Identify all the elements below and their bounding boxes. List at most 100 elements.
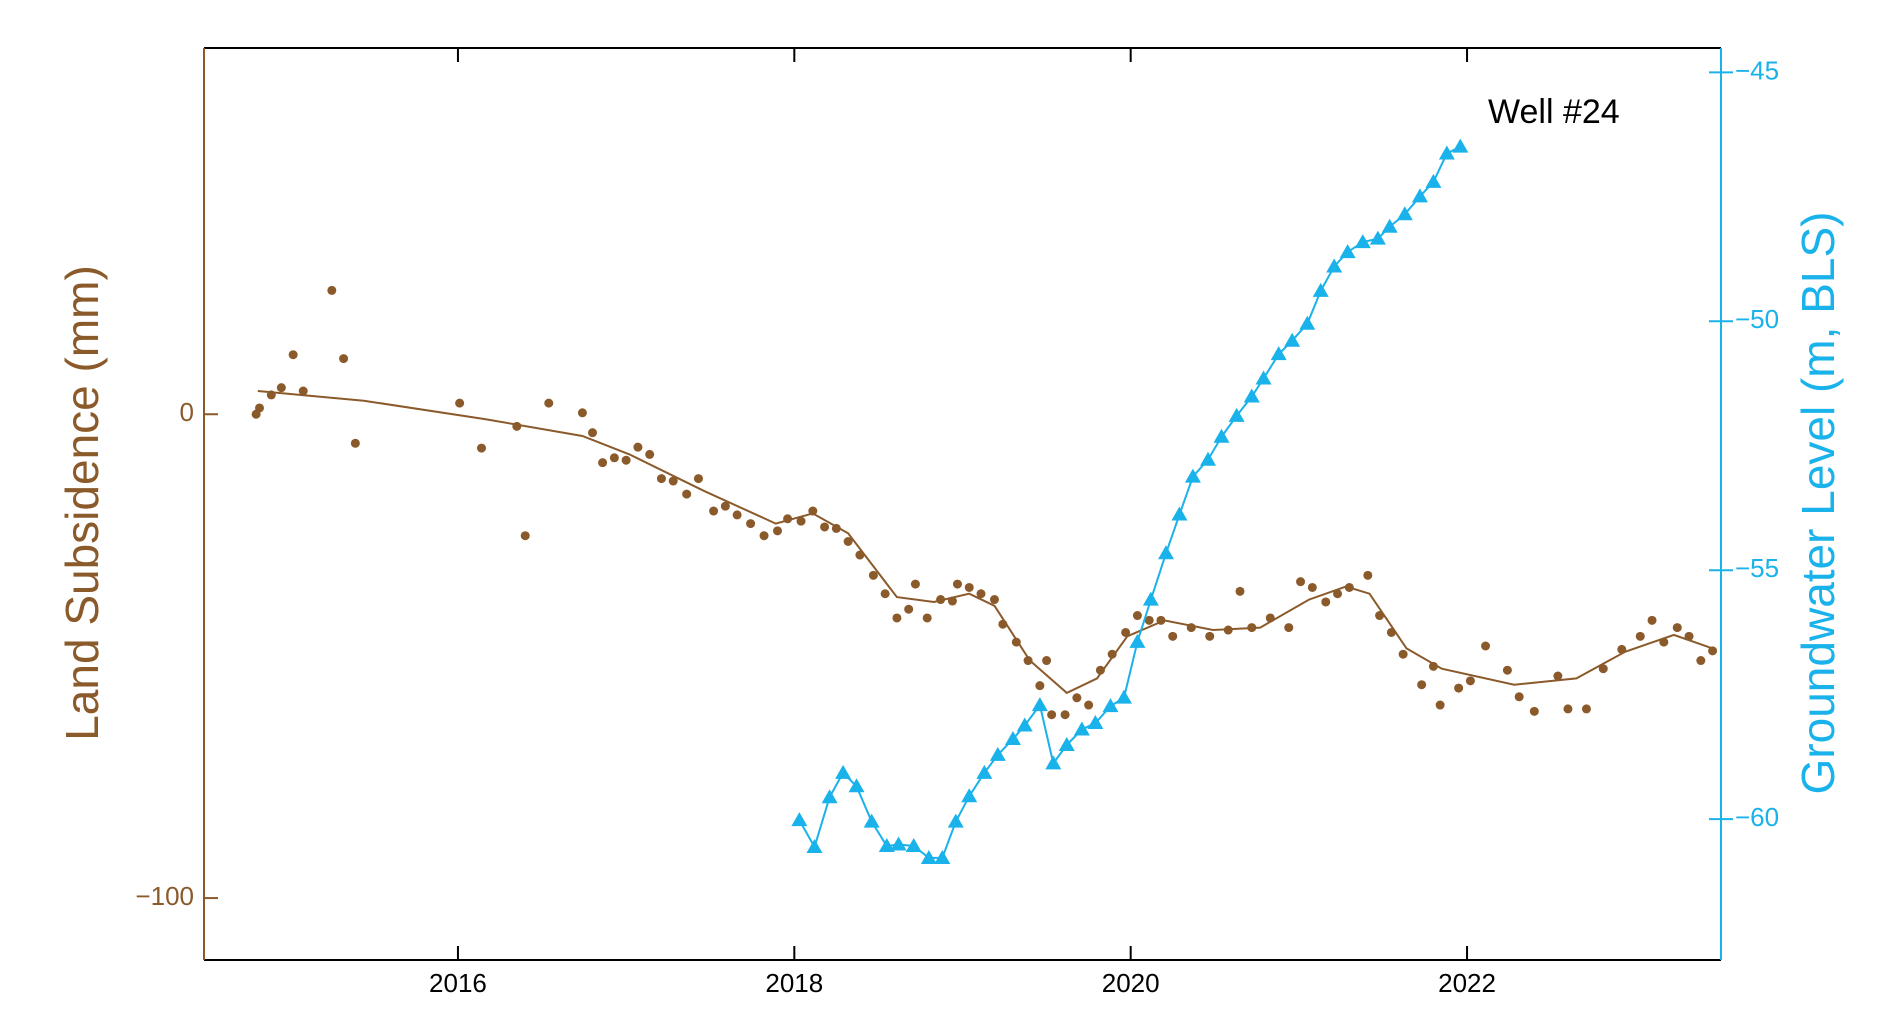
data-point: [1411, 188, 1428, 203]
x-tick-label: 2018: [765, 968, 823, 998]
data-point: [947, 813, 964, 828]
data-point: [1213, 428, 1230, 443]
data-point: [477, 443, 486, 453]
data-point: [878, 838, 895, 852]
x-tick-label: 2016: [429, 968, 487, 998]
data-point: [1205, 631, 1215, 641]
series-line: [798, 145, 1461, 859]
data-point: [609, 453, 619, 463]
data-point: [1635, 631, 1645, 641]
data-point: [922, 613, 932, 623]
data-point: [1454, 683, 1464, 693]
data-point: [1035, 681, 1045, 691]
x-tick-label: 2020: [1102, 968, 1160, 998]
data-point: [1296, 577, 1306, 587]
data-point: [1142, 591, 1159, 606]
data-point: [1004, 730, 1021, 745]
y2-tick-label: −50: [1735, 304, 1779, 334]
data-point: [709, 506, 719, 516]
data-point: [1129, 633, 1146, 648]
data-point: [1042, 656, 1052, 666]
data-point: [821, 789, 838, 804]
data-point: [961, 788, 978, 803]
data-point: [796, 516, 806, 526]
data-point: [1435, 700, 1445, 710]
data-point: [577, 408, 587, 418]
data-point: [976, 589, 986, 599]
data-point: [656, 474, 666, 484]
data-point: [1060, 710, 1070, 720]
data-point: [1121, 627, 1131, 637]
data-point: [1321, 597, 1331, 607]
data-point: [1438, 145, 1455, 160]
data-point: [668, 476, 678, 486]
data-point: [693, 474, 703, 484]
data-point: [1553, 671, 1563, 681]
data-point: [1354, 234, 1371, 249]
data-point: [732, 510, 742, 520]
data-point: [1514, 692, 1524, 702]
data-point: [1184, 468, 1201, 483]
data-point: [1072, 693, 1082, 703]
data-point: [868, 570, 878, 580]
data-point: [1016, 717, 1033, 732]
data-point: [934, 849, 951, 864]
data-point: [1270, 346, 1287, 361]
data-point: [843, 536, 853, 546]
data-point: [621, 455, 631, 465]
y2-tick-label: −55: [1735, 553, 1779, 583]
data-point: [1023, 656, 1033, 666]
data-point: [633, 442, 643, 452]
data-point: [1058, 736, 1075, 751]
data-point: [350, 438, 360, 448]
data-point: [1158, 545, 1174, 560]
data-point: [1598, 664, 1608, 674]
data-point: [1132, 611, 1142, 621]
data-point: [863, 813, 880, 828]
data-point: [759, 531, 769, 541]
data-point: [255, 403, 264, 413]
data-point: [455, 398, 465, 408]
data-point: [645, 449, 655, 459]
data-point: [1396, 206, 1413, 221]
data-point: [1529, 706, 1539, 716]
data-point: [1563, 704, 1573, 714]
data-point: [544, 398, 554, 408]
data-point: [1369, 230, 1386, 245]
data-point: [1045, 755, 1062, 770]
data-point: [339, 354, 349, 364]
data-point: [910, 579, 920, 589]
y2-tick-label: −45: [1735, 55, 1779, 85]
data-point: [1581, 704, 1591, 714]
data-point: [1284, 332, 1301, 347]
data-point: [920, 849, 937, 864]
data-point: [1073, 721, 1090, 736]
data-point: [1284, 623, 1294, 633]
y-tick-label: −100: [135, 881, 194, 911]
data-point: [1481, 641, 1491, 651]
data-point: [1235, 586, 1245, 596]
data-point: [1425, 173, 1442, 188]
data-point: [1171, 506, 1188, 521]
data-point: [1381, 218, 1398, 233]
data-point: [720, 501, 730, 511]
data-point: [989, 746, 1006, 761]
data-point: [1115, 689, 1132, 704]
data-point: [820, 522, 830, 532]
data-point: [682, 489, 692, 499]
data-point: [288, 350, 298, 360]
data-point: [1696, 656, 1706, 666]
data-point: [1363, 570, 1373, 580]
data-point: [1299, 315, 1316, 330]
x-tick-label: 2022: [1438, 968, 1496, 998]
data-point: [746, 519, 756, 529]
data-point: [1502, 665, 1512, 675]
data-point: [598, 458, 608, 468]
data-point: [1087, 715, 1104, 730]
data-point: [1095, 665, 1105, 675]
data-point: [1452, 138, 1469, 153]
data-point: [1107, 649, 1117, 659]
data-point: [1200, 451, 1217, 466]
y-axis-label: Land Subsidence (mm): [56, 265, 108, 741]
data-point: [1333, 589, 1343, 599]
